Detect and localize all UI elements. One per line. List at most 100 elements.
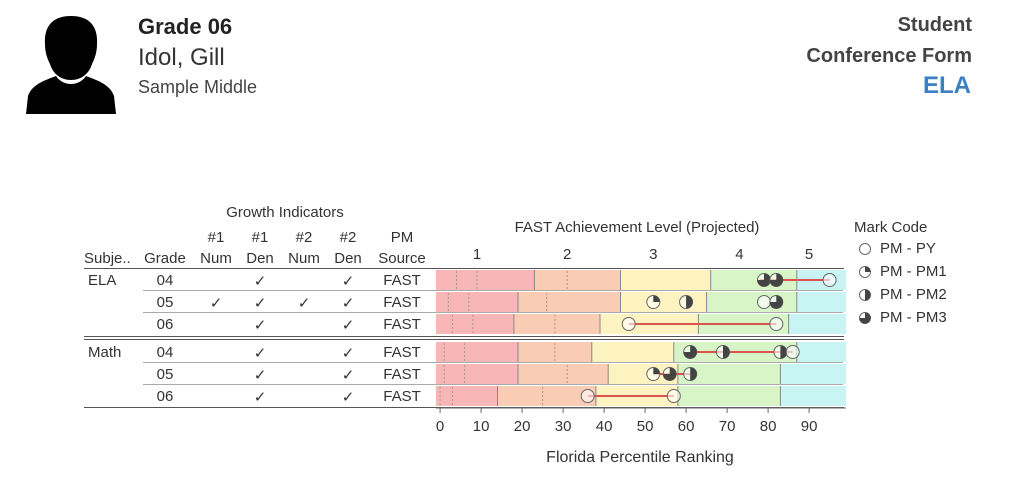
level-band xyxy=(497,386,596,406)
row-growth-d1: ✓ xyxy=(253,317,267,334)
row-pm-source: FAST xyxy=(383,344,421,361)
subject-group-divider xyxy=(84,336,844,337)
column-header-d2-line1: #2 xyxy=(339,229,357,246)
row-pm-source: FAST xyxy=(383,316,421,333)
score-mark-fill xyxy=(723,345,730,359)
row-growth-d2: ✓ xyxy=(341,317,355,334)
form-title-line-1: Student xyxy=(897,14,972,36)
row-pm-source: FAST xyxy=(383,294,421,311)
row-growth-n1: ✓ xyxy=(209,295,223,312)
score-mark xyxy=(621,317,636,331)
score-mark-fill xyxy=(653,367,660,374)
level-band xyxy=(436,364,518,384)
score-mark xyxy=(666,389,681,403)
score-mark-fill xyxy=(780,345,787,359)
column-header-n2-line1: #2 xyxy=(295,229,313,246)
row-pm-source: FAST xyxy=(383,272,421,289)
level-band xyxy=(780,386,846,406)
row-divider xyxy=(143,384,843,385)
score-mark-ring xyxy=(785,345,800,359)
score-mark-fill xyxy=(683,345,697,359)
form-title: Student Conference Form xyxy=(806,10,972,72)
row-growth-d1: ✓ xyxy=(253,389,267,406)
student-name: Idol, Gill xyxy=(138,44,225,71)
legend-item-pm-pm3: PM - PM3 xyxy=(858,309,947,326)
x-tick-label: 60 xyxy=(678,418,695,435)
subject-group-divider xyxy=(84,339,844,340)
pm-py-mark-icon xyxy=(859,242,871,255)
score-mark xyxy=(580,389,595,403)
level-band xyxy=(436,314,514,334)
row-divider xyxy=(143,362,843,363)
x-tick-label: 40 xyxy=(596,418,613,435)
column-header-d2-line2: Den xyxy=(334,250,362,267)
row-growth-d2: ✓ xyxy=(341,295,355,312)
student-avatar-icon xyxy=(26,16,116,114)
row-subject: ELA xyxy=(88,272,117,289)
x-axis: 1 2 3 4 50 10 20 30 40 50 60 70 80 90 xyxy=(436,246,846,435)
level-band xyxy=(677,386,781,406)
column-header-d1-line1: #1 xyxy=(251,229,269,246)
legend-label: PM - PM3 xyxy=(880,309,947,326)
score-mark xyxy=(769,273,784,287)
legend-label: PM - PM2 xyxy=(880,286,947,303)
grade-title: Grade 06 xyxy=(138,14,233,39)
x-axis-title: Florida Percentile Ranking xyxy=(546,449,734,466)
score-mark-ring xyxy=(822,273,837,287)
chart-title: FAST Achievement Level (Projected) xyxy=(515,219,760,236)
score-mark-fill xyxy=(663,367,677,381)
table-top-rule xyxy=(84,268,844,269)
legend-item-pm-py: PM - PY xyxy=(858,240,936,257)
legend-label: PM - PM1 xyxy=(880,263,947,280)
row-growth-d1: ✓ xyxy=(253,273,267,290)
x-tick-label: 10 xyxy=(473,418,490,435)
score-mark-fill xyxy=(757,273,771,287)
growth-indicators-header: Growth Indicators xyxy=(226,204,344,221)
level-band xyxy=(608,364,678,384)
score-mark xyxy=(757,295,771,309)
pm-pm2-mark-icon xyxy=(859,288,871,301)
column-header-source-line2: Source xyxy=(378,250,426,267)
score-mark-ring xyxy=(621,317,636,331)
level-band xyxy=(677,364,781,384)
column-header-grade: Grade xyxy=(144,250,186,267)
score-mark xyxy=(757,273,771,287)
level-band xyxy=(436,292,518,312)
score-mark xyxy=(683,367,698,381)
row-grade: 05 xyxy=(156,366,174,383)
score-mark xyxy=(683,345,698,359)
level-band xyxy=(436,386,498,406)
level-band xyxy=(796,292,846,312)
row-pm-source: FAST xyxy=(383,366,421,383)
score-mark xyxy=(679,295,694,309)
form-title-line-2: Conference Form xyxy=(806,45,972,67)
score-mark-fill xyxy=(686,295,693,309)
score-mark-fill xyxy=(653,295,660,302)
level-label: 1 xyxy=(473,246,481,263)
row-grade: 06 xyxy=(156,316,174,333)
score-mark xyxy=(716,345,730,359)
row-growth-n2: ✓ xyxy=(297,295,311,312)
row-growth-d1: ✓ xyxy=(253,295,267,312)
row-growth-d1: ✓ xyxy=(253,367,267,384)
x-tick-label: 30 xyxy=(555,418,572,435)
level-label: 4 xyxy=(735,246,743,263)
x-tick-label: 0 xyxy=(436,418,444,435)
score-mark xyxy=(646,367,661,381)
score-mark xyxy=(785,345,800,359)
row-pm-source: FAST xyxy=(383,388,421,405)
score-mark-fill xyxy=(769,295,783,309)
pm-pm3-mark-icon xyxy=(859,311,871,324)
column-header-subject: Subje.. xyxy=(84,250,131,267)
level-label: 2 xyxy=(563,246,571,263)
subject-title: ELA xyxy=(923,72,971,99)
x-tick-label: 50 xyxy=(637,418,654,435)
score-mark-ring xyxy=(769,317,784,331)
row-grade: 04 xyxy=(156,344,174,361)
x-tick-label: 70 xyxy=(719,418,736,435)
row-growth-d2: ✓ xyxy=(341,345,355,362)
level-band xyxy=(513,314,600,334)
row-grade: 06 xyxy=(156,388,174,405)
level-band xyxy=(534,270,621,290)
